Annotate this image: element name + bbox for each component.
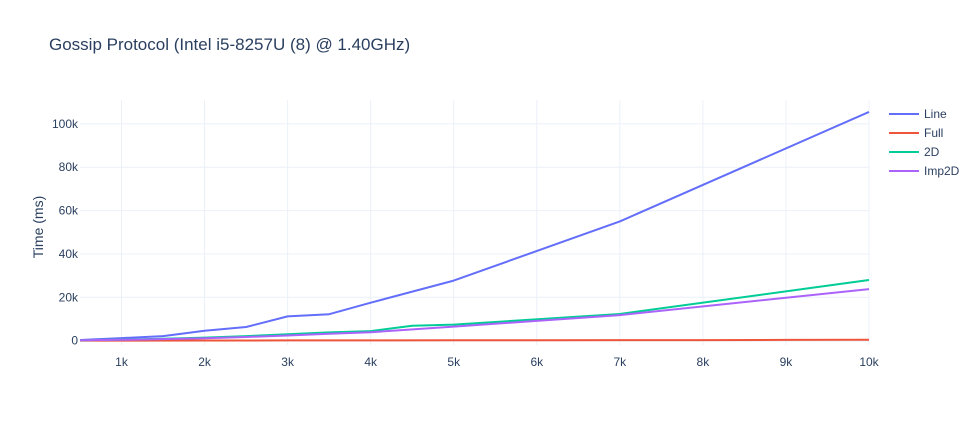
x-tick-label: 7k: [613, 355, 627, 369]
x-tick-label: 3k: [281, 355, 295, 369]
y-tick-label: 80k: [59, 160, 79, 174]
series-line-full[interactable]: [80, 338, 870, 342]
series-lines: [79, 110, 870, 342]
y-gridlines: [80, 123, 869, 298]
legend-item-2d[interactable]: 2D: [889, 145, 940, 159]
y-tick-label: 20k: [59, 290, 79, 304]
legend-label: 2D: [924, 145, 940, 159]
x-tick-label: 10k: [859, 355, 879, 369]
series-line-imp2d[interactable]: [79, 288, 870, 342]
x-tick-label: 4k: [364, 355, 378, 369]
y-tick-labels: 0 20k 40k 60k 80k 100k: [52, 117, 79, 348]
y-tick-label: 100k: [52, 117, 79, 131]
legend-label: Line: [924, 107, 947, 121]
y-axis-title: Time (ms): [30, 196, 46, 258]
legend-item-full[interactable]: Full: [889, 126, 943, 140]
x-tick-label: 8k: [697, 355, 711, 369]
y-tick-label: 0: [71, 334, 78, 348]
x-tick-label: 2k: [198, 355, 212, 369]
y-tick-label: 40k: [59, 247, 79, 261]
legend-label: Imp2D: [924, 164, 960, 178]
legend-item-imp2d[interactable]: Imp2D: [889, 164, 960, 178]
x-tick-label: 1k: [115, 355, 129, 369]
x-tick-labels: 1k 2k 3k 4k 5k 6k 7k 8k 9k 10k: [115, 355, 879, 369]
x-tick-label: 6k: [530, 355, 544, 369]
legend-label: Full: [924, 126, 943, 140]
x-tick-label: 5k: [447, 355, 461, 369]
x-gridlines: [121, 100, 870, 345]
chart-title: Gossip Protocol (Intel i5-8257U (8) @ 1.…: [49, 35, 410, 54]
legend-item-line[interactable]: Line: [889, 107, 947, 121]
series-line-line[interactable]: [79, 110, 870, 341]
x-tick-label: 9k: [780, 355, 794, 369]
y-tick-label: 60k: [59, 204, 79, 218]
legend[interactable]: Line Full 2D Imp2D: [889, 107, 960, 178]
